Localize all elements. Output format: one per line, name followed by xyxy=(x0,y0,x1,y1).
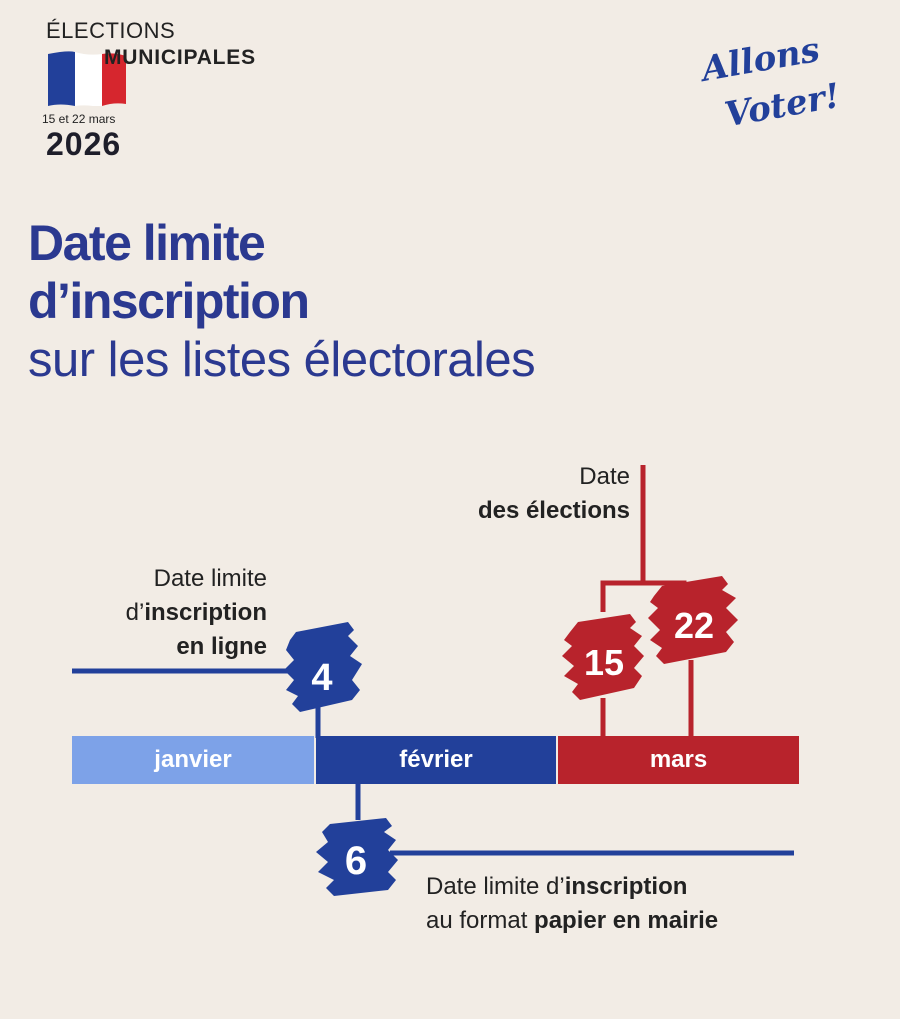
online-deadline-day: 4 xyxy=(311,657,332,699)
month-janvier: janvier xyxy=(72,736,314,784)
allons-voter-logo: Allons Voter! xyxy=(696,30,843,136)
headline-line1: Date limite xyxy=(28,215,266,271)
paper-deadline-badge: 6 xyxy=(316,818,398,896)
french-flag-icon xyxy=(48,51,126,106)
year-label: 2026 xyxy=(46,126,122,162)
paper-deadline-label: Date limite d’inscription au format papi… xyxy=(426,873,719,934)
first-round-badge: 15 xyxy=(562,614,644,700)
second-round-day: 22 xyxy=(674,605,714,646)
online-deadline-badge: 4 xyxy=(284,622,362,712)
elections-date-label: Date des élections xyxy=(477,463,630,524)
online-deadline-label: Date limite d’inscription en ligne xyxy=(125,565,267,660)
headline-line3: sur les listes électorales xyxy=(28,333,536,387)
first-round-day: 15 xyxy=(584,642,624,683)
second-round-badge: 22 xyxy=(648,576,738,664)
headline-line2: d’inscription xyxy=(28,273,310,329)
month-fevrier: février xyxy=(316,736,556,784)
municipales-label: MUNICIPALES xyxy=(104,46,256,69)
logo-line2: Voter! xyxy=(722,76,843,136)
month-mars: mars xyxy=(558,736,799,784)
election-dates-label: 15 et 22 mars xyxy=(42,112,116,126)
paper-deadline-day: 6 xyxy=(345,839,367,883)
elections-label: ÉLECTIONS xyxy=(46,18,176,43)
